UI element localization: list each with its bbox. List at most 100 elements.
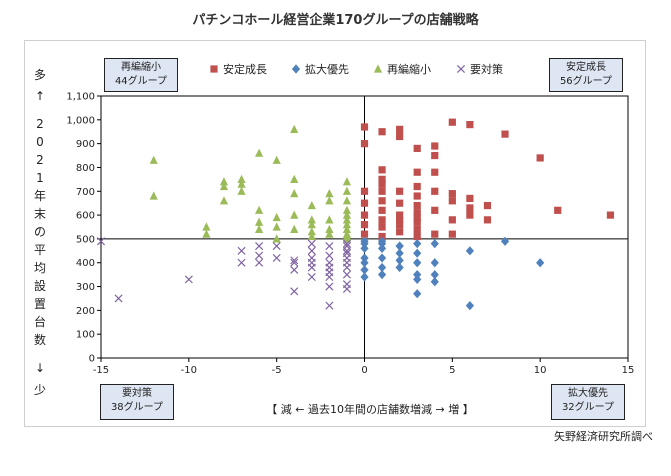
quadrant-box-top-left: 再編縮小 44グループ bbox=[104, 58, 178, 92]
data-point-square bbox=[378, 175, 386, 183]
data-point-square bbox=[413, 144, 421, 152]
data-point-square bbox=[431, 168, 439, 176]
data-point-triangle bbox=[255, 148, 264, 157]
data-point-square bbox=[396, 216, 404, 224]
quadrant-bottom-right-count: 32グループ bbox=[561, 402, 615, 413]
data-point-square bbox=[378, 187, 386, 195]
y-label-char: 均 bbox=[33, 261, 46, 275]
data-point-x bbox=[342, 270, 351, 279]
data-point-triangle bbox=[149, 155, 158, 164]
data-point-x bbox=[342, 242, 351, 251]
data-point-triangle bbox=[272, 222, 281, 231]
data-point-diamond bbox=[360, 243, 369, 254]
data-point-triangle bbox=[307, 220, 316, 229]
data-point-diamond bbox=[500, 236, 510, 246]
data-point-x bbox=[96, 237, 106, 246]
data-point-diamond bbox=[536, 258, 545, 268]
data-point-triangle bbox=[219, 196, 229, 205]
data-point-square bbox=[378, 128, 386, 136]
y-label-arrow-up: ↑ bbox=[34, 89, 46, 103]
data-point-x bbox=[325, 263, 334, 272]
data-point-diamond bbox=[413, 274, 422, 284]
data-point-diamond bbox=[377, 262, 387, 273]
x-tick-label: 10 bbox=[534, 365, 547, 376]
data-point-square bbox=[360, 187, 369, 195]
data-point-square bbox=[448, 197, 456, 205]
data-point-x bbox=[307, 246, 316, 255]
data-point-square bbox=[378, 232, 386, 241]
data-point-diamond bbox=[413, 239, 422, 249]
y-label-less: 少 bbox=[33, 383, 46, 397]
data-point-square bbox=[483, 216, 492, 224]
data-point-triangle bbox=[290, 189, 299, 198]
data-point-triangle bbox=[342, 234, 352, 243]
y-axis-label: 多 ↑ 2 0 2 1 年末の平均設置台数 ↓ 少 bbox=[30, 66, 50, 406]
y-tick-label: 1,100 bbox=[66, 92, 95, 103]
quadrant-top-right-name: 安定成長 bbox=[566, 62, 606, 73]
legend-marker bbox=[210, 65, 218, 73]
x-tick-label: 5 bbox=[449, 365, 455, 376]
legend-label: 安定成長 bbox=[223, 62, 267, 76]
quadrant-box-bottom-left: 要対策 38グループ bbox=[100, 384, 174, 420]
data-point-square bbox=[396, 199, 404, 207]
data-point-x bbox=[272, 253, 281, 262]
data-point-triangle bbox=[325, 215, 334, 224]
data-point-square bbox=[378, 223, 386, 231]
quadrant-box-top-right: 安定成長 56グループ bbox=[549, 58, 623, 92]
data-point-diamond bbox=[430, 258, 439, 268]
data-point-diamond bbox=[395, 255, 404, 265]
y-tick-label: 300 bbox=[76, 282, 95, 293]
data-point-x bbox=[325, 251, 334, 260]
data-point-diamond bbox=[413, 270, 422, 280]
data-point-triangle bbox=[237, 186, 246, 195]
data-point-x bbox=[325, 242, 334, 251]
data-point-square bbox=[413, 201, 421, 210]
data-point-triangle bbox=[325, 229, 334, 238]
data-point-square bbox=[413, 232, 421, 241]
data-point-square bbox=[431, 187, 439, 195]
data-point-square bbox=[448, 190, 456, 198]
data-point-triangle bbox=[290, 224, 299, 233]
data-point-square bbox=[431, 142, 439, 150]
data-point-x bbox=[255, 258, 264, 267]
y-label-arrow-down: ↓ bbox=[34, 361, 46, 375]
data-point-x bbox=[325, 282, 334, 291]
data-point-square bbox=[413, 218, 421, 226]
data-point-diamond bbox=[430, 277, 439, 287]
legend-marker bbox=[291, 64, 301, 74]
chart-frame bbox=[24, 40, 646, 427]
y-tick-label: 100 bbox=[76, 330, 95, 341]
x-tick-label: 0 bbox=[361, 365, 367, 376]
data-point-square bbox=[360, 230, 369, 238]
data-point-diamond bbox=[465, 246, 474, 256]
data-point-diamond bbox=[360, 265, 369, 275]
y-tick-label: 900 bbox=[76, 139, 95, 150]
y-label-text: 2 0 2 1 年末の平均設置台数 bbox=[30, 115, 50, 349]
quadrant-bottom-left-count: 38グループ bbox=[110, 402, 164, 413]
data-point-square bbox=[554, 206, 562, 214]
data-point-x bbox=[325, 301, 334, 310]
data-point-triangle bbox=[272, 155, 281, 164]
data-point-x bbox=[290, 265, 299, 274]
data-point-square bbox=[360, 199, 369, 207]
legend-label: 再編縮小 bbox=[387, 62, 431, 76]
x-tick-label: -15 bbox=[93, 365, 109, 376]
y-label-char: の bbox=[33, 225, 46, 239]
data-point-diamond bbox=[465, 301, 474, 311]
quadrant-top-right-count: 56グループ bbox=[559, 76, 613, 87]
quadrant-top-left-count: 44グループ bbox=[114, 76, 168, 87]
data-point-square bbox=[448, 216, 456, 224]
data-point-diamond bbox=[377, 243, 387, 254]
data-point-diamond bbox=[377, 270, 387, 280]
data-point-x bbox=[237, 258, 246, 267]
data-point-diamond bbox=[360, 272, 369, 282]
quadrant-box-bottom-right: 拡大優先 32グループ bbox=[551, 384, 625, 420]
data-point-diamond bbox=[413, 248, 422, 258]
quadrant-bottom-right-name: 拡大優先 bbox=[568, 388, 608, 399]
data-point-diamond bbox=[395, 241, 404, 251]
data-point-square bbox=[378, 166, 386, 174]
data-point-triangle bbox=[237, 179, 246, 188]
data-point-triangle bbox=[255, 224, 264, 233]
data-point-diamond bbox=[377, 236, 387, 246]
data-point-diamond bbox=[430, 239, 439, 249]
